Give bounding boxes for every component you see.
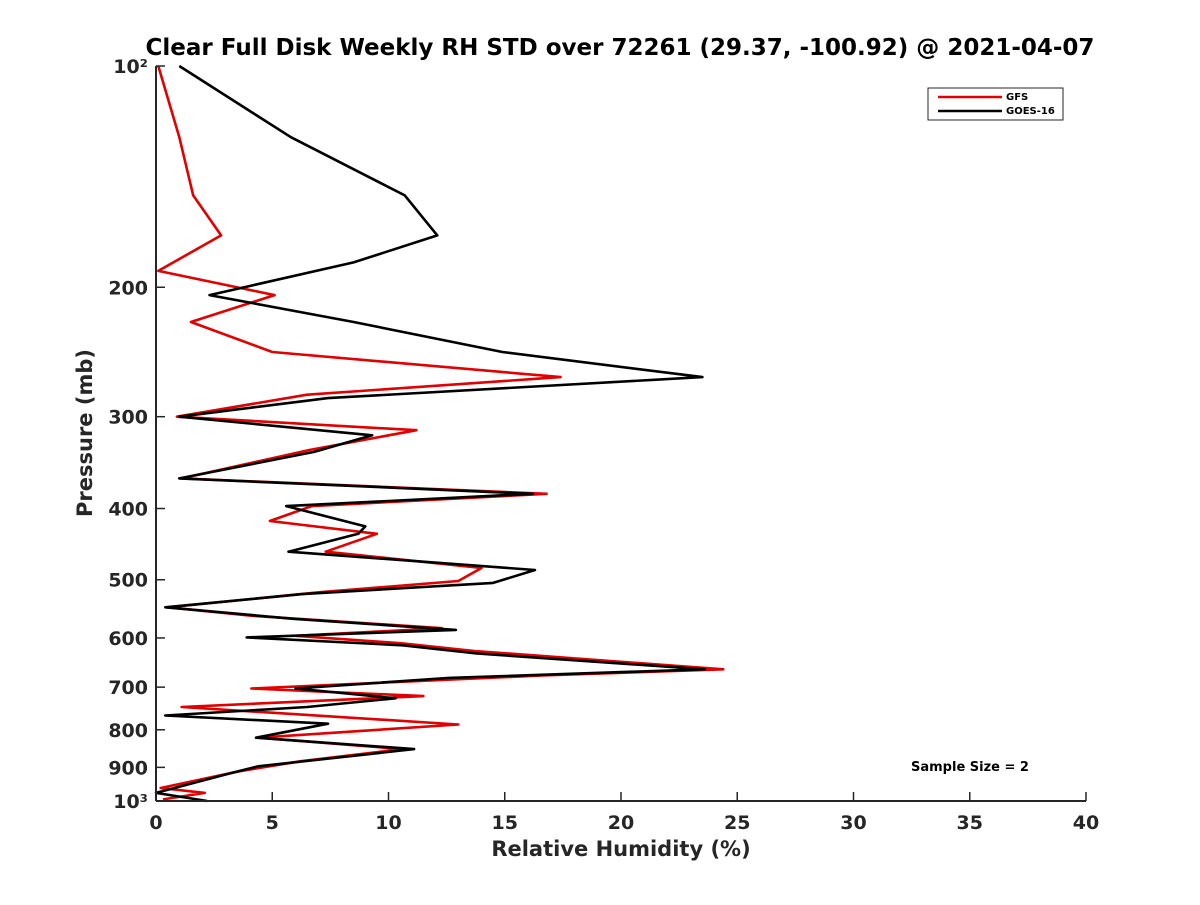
series-line-gfs (157, 65, 725, 801)
chart-title: Clear Full Disk Weekly RH STD over 72261… (146, 35, 1095, 61)
x-tick-label: 20 (608, 812, 634, 834)
series-line-goes-16 (154, 64, 707, 803)
x-tick-label: 10 (375, 812, 401, 834)
y-tick-label: 10³ (113, 791, 148, 813)
y-ticks: 10² 200 300 400 500 600 700 800 900 10³ (108, 56, 165, 813)
y-tick-label: 10² (113, 56, 148, 78)
x-tick-label: 25 (724, 812, 750, 834)
y-tick-label: 500 (108, 570, 148, 592)
x-tick-label: 30 (840, 812, 866, 834)
series-layer (154, 64, 725, 803)
y-tick-label: 400 (108, 499, 148, 521)
y-axis-label: Pressure (mb) (73, 349, 97, 517)
x-ticks: 0 5 10 15 20 25 30 35 40 (149, 792, 1099, 834)
x-tick-label: 40 (1073, 812, 1099, 834)
x-tick-label: 15 (492, 812, 518, 834)
y-tick-label: 600 (108, 628, 148, 650)
y-tick-label: 200 (108, 277, 148, 299)
y-tick-label: 300 (108, 407, 148, 429)
x-tick-label: 35 (957, 812, 983, 834)
legend: GFS GOES-16 (927, 87, 1064, 121)
x-axis-label: Relative Humidity (%) (491, 837, 750, 861)
y-tick-label: 900 (108, 757, 148, 779)
x-tick-label: 0 (149, 812, 162, 834)
y-tick-label: 700 (108, 677, 148, 699)
sample-size-annotation: Sample Size = 2 (911, 760, 1029, 775)
legend-box (927, 87, 1064, 121)
legend-label-gfs: GFS (1006, 92, 1028, 103)
x-tick-label: 5 (266, 812, 279, 834)
legend-label-goes-16: GOES-16 (1006, 106, 1055, 117)
y-tick-label: 800 (108, 720, 148, 742)
